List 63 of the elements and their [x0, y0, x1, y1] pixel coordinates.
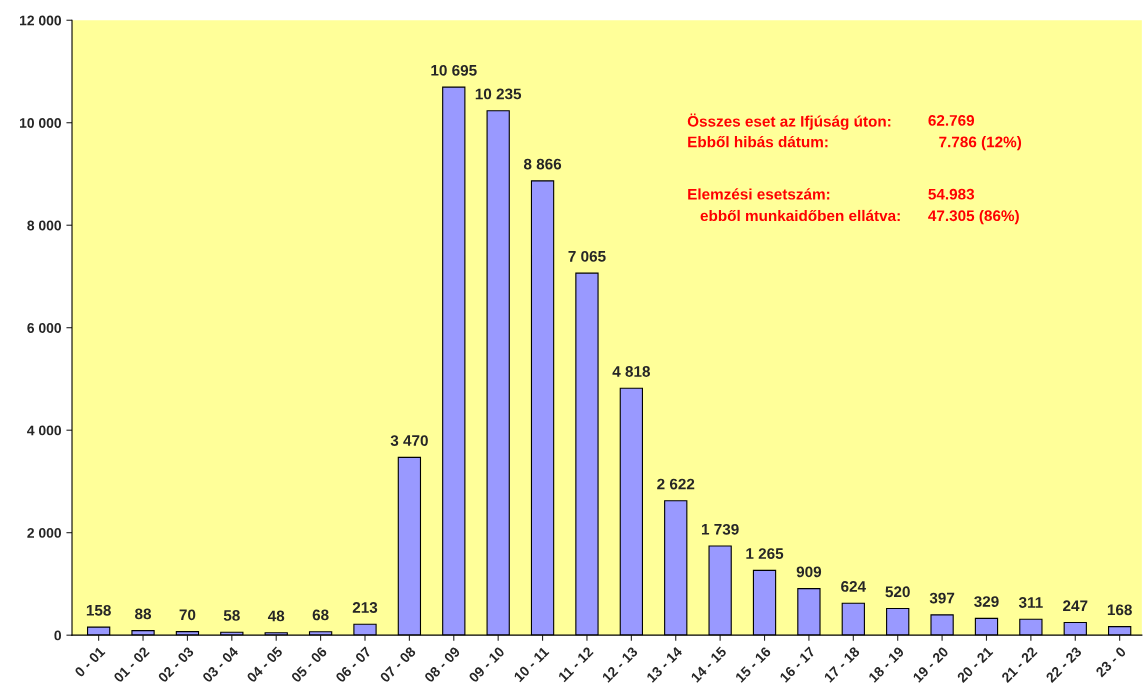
- y-tick-label: 2 000: [27, 528, 62, 538]
- x-tick-label: 07 - 08: [379, 646, 417, 683]
- annotation: 7.786 (12%): [939, 136, 1022, 151]
- x-tick-label: 08 - 09: [423, 646, 461, 683]
- x-tick-label: 06 - 07: [335, 646, 372, 683]
- x-tick-label: 16 - 17: [779, 646, 816, 683]
- data-label: 624: [841, 581, 866, 592]
- x-tick-label: 13 - 14: [646, 645, 683, 683]
- data-label: 909: [796, 566, 822, 578]
- data-label: 68: [312, 609, 329, 621]
- x-tick-label: 03 - 04: [201, 645, 239, 684]
- x-tick-label: 22 - 23: [1045, 646, 1083, 684]
- data-label: 88: [135, 608, 152, 620]
- x-tick-label: 12 - 13: [601, 646, 639, 683]
- data-label: 4 818: [612, 366, 650, 377]
- x-tick-label: 11 - 12: [557, 646, 594, 683]
- annotation: Elemzési esetszám:: [688, 188, 830, 200]
- x-tick-label: 14 - 15: [690, 646, 728, 683]
- data-label: 8 866: [523, 158, 562, 170]
- x-tick-label: 10 - 11: [513, 646, 550, 683]
- data-label: 213: [352, 602, 378, 613]
- annotation: 47.305 (86%): [928, 209, 1019, 225]
- data-label: 10 235: [475, 88, 522, 100]
- annotation: 54.983: [928, 188, 975, 200]
- data-label: 1 739: [701, 523, 739, 535]
- data-label: 7 065: [568, 250, 606, 262]
- y-tick-label: 12 000: [19, 15, 62, 26]
- x-tick-label: 21 - 22: [1000, 646, 1038, 683]
- data-label: 1 265: [746, 548, 784, 559]
- x-tick-label: 23 - 0: [1095, 646, 1127, 678]
- data-label: 520: [885, 586, 910, 598]
- annotation: 62.769: [928, 114, 975, 126]
- data-label: 58: [223, 610, 240, 621]
- y-tick-label: 0: [54, 630, 62, 641]
- data-label: 247: [1063, 600, 1088, 612]
- data-label: 397: [929, 592, 955, 604]
- data-label: 3 470: [390, 435, 428, 447]
- data-label: 10 695: [431, 64, 477, 76]
- annotation: Ebből hibás dátum:: [688, 135, 828, 148]
- x-tick-label: 02 - 03: [157, 646, 195, 684]
- y-tick-label: 8 000: [27, 220, 62, 231]
- data-label: 48: [267, 610, 285, 622]
- y-tick-label: 6 000: [27, 323, 62, 333]
- x-tick-label: 20 - 21: [956, 646, 994, 684]
- data-label: 158: [86, 604, 111, 616]
- annotation: Összes eset az Ifjúság úton:: [687, 113, 891, 130]
- y-tick-label: 4 000: [27, 425, 62, 436]
- data-label: 329: [974, 596, 999, 607]
- data-label: 2 622: [657, 478, 695, 490]
- data-label: 70: [179, 609, 196, 621]
- x-tick-label: 17 - 18: [823, 646, 861, 683]
- x-tick-label: 18 - 19: [868, 646, 905, 683]
- x-tick-label: 15 - 16: [734, 646, 772, 683]
- x-tick-label: 19 - 20: [912, 646, 949, 683]
- y-tick-label: 10 000: [19, 118, 62, 128]
- annotation: ebből munkaidőben ellátva:: [700, 209, 900, 222]
- x-tick-label: 0 - 01: [74, 646, 106, 678]
- x-tick-label: 05 - 06: [290, 646, 328, 683]
- data-label: 168: [1107, 604, 1132, 616]
- x-tick-label: 01 - 02: [113, 646, 150, 683]
- x-tick-label: 04 - 05: [246, 646, 284, 683]
- x-tick-label: 09 - 10: [468, 646, 505, 683]
- data-label: 311: [1018, 597, 1043, 608]
